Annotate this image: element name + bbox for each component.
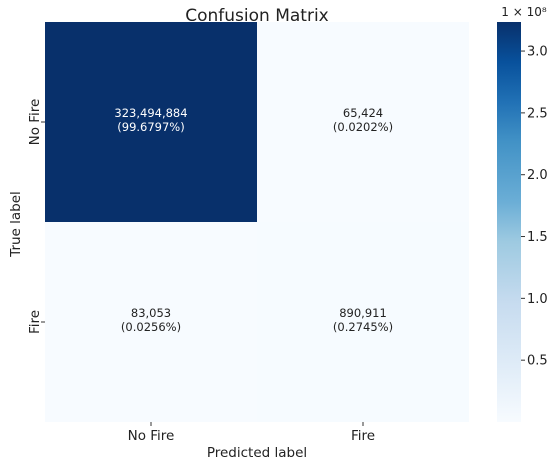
heatmap-cell-1-1 xyxy=(257,222,469,422)
cell-count-1-1: 890,911 xyxy=(339,306,387,320)
y-tick-label-1: Fire xyxy=(27,310,43,334)
heatmap-cell-0-0 xyxy=(45,22,257,222)
heatmap-cell-1-0 xyxy=(45,222,257,422)
colorbar-tick-label-3: 2.0 xyxy=(527,168,548,183)
cell-count-1-0: 83,053 xyxy=(131,306,171,320)
cell-percent-1-1: (0.2745%) xyxy=(333,320,393,334)
colorbar-tick-label-2: 1.5 xyxy=(527,230,548,245)
cell-percent-0-0: (99.6797%) xyxy=(117,120,184,134)
cell-count-0-1: 65,424 xyxy=(343,106,383,120)
colorbar-gradient xyxy=(497,22,521,422)
cell-percent-1-0: (0.0256%) xyxy=(121,320,181,334)
y-axis-label: True label xyxy=(8,191,24,258)
colorbar-tick-label-1: 1.0 xyxy=(527,292,548,307)
x-axis-label: Predicted label xyxy=(207,445,307,461)
x-tick-label-1: Fire xyxy=(351,428,375,444)
heatmap-cell-0-1 xyxy=(257,22,469,222)
colorbar-tick-label-0: 0.5 xyxy=(527,354,548,369)
colorbar: 1 × 10⁸ 0.5 1.0 1.5 2.0 2.5 3.0 xyxy=(497,5,548,422)
chart-title: Confusion Matrix xyxy=(185,6,329,26)
colorbar-ticks: 0.5 1.0 1.5 2.0 2.5 3.0 xyxy=(521,45,548,369)
cell-count-0-0: 323,494,884 xyxy=(114,106,187,120)
colorbar-multiplier: 1 × 10⁸ xyxy=(501,5,547,19)
colorbar-tick-label-4: 2.5 xyxy=(527,106,548,121)
colorbar-tick-label-5: 3.0 xyxy=(527,45,548,60)
y-axis-ticks: No Fire Fire xyxy=(27,99,45,334)
heatmap-cell-labels: 323,494,884(99.6797%) 65,424(0.0202%) 83,0… xyxy=(114,106,393,334)
x-tick-label-0: No Fire xyxy=(128,428,175,444)
x-axis-ticks: No Fire Fire xyxy=(128,422,375,444)
cell-percent-0-1: (0.0202%) xyxy=(333,120,393,134)
y-tick-label-0: No Fire xyxy=(27,99,43,146)
heatmap-cells xyxy=(45,22,469,422)
